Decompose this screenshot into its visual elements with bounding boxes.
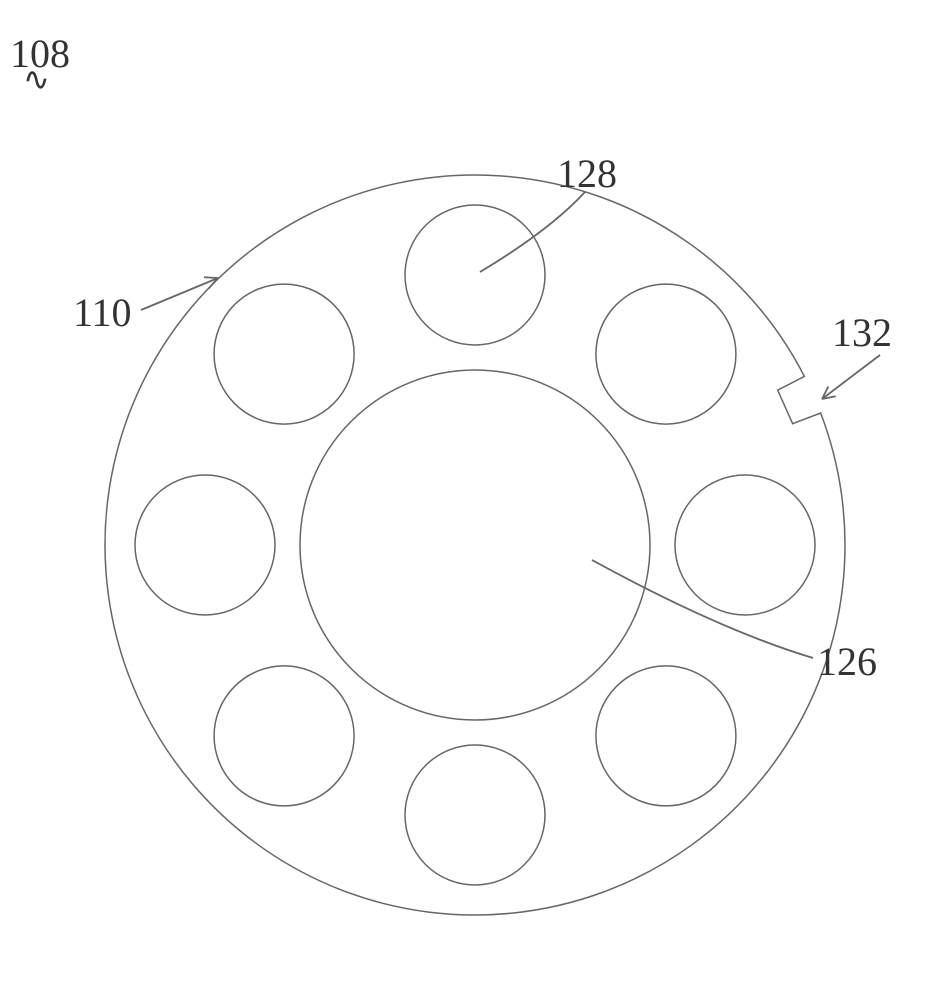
- callout-label: 110: [73, 289, 132, 336]
- bolt-hole: [135, 475, 275, 615]
- callout-label: 126: [817, 638, 877, 685]
- callout-label: 128: [557, 150, 617, 197]
- leader-line: [822, 355, 880, 399]
- leader-line: [141, 278, 218, 310]
- leader-line: [480, 192, 585, 272]
- bolt-hole: [675, 475, 815, 615]
- leader-line: [592, 560, 813, 658]
- bolt-hole: [596, 284, 736, 424]
- callout-label: 132: [832, 309, 892, 356]
- inner-circle: [300, 370, 650, 720]
- bolt-hole: [596, 666, 736, 806]
- bolt-hole: [405, 745, 545, 885]
- figure-label-tilde: ∿: [23, 60, 50, 98]
- diagram-svg: [0, 0, 947, 1000]
- bolt-hole: [214, 666, 354, 806]
- outer-ring: [105, 175, 845, 915]
- bolt-hole: [214, 284, 354, 424]
- bolt-hole: [405, 205, 545, 345]
